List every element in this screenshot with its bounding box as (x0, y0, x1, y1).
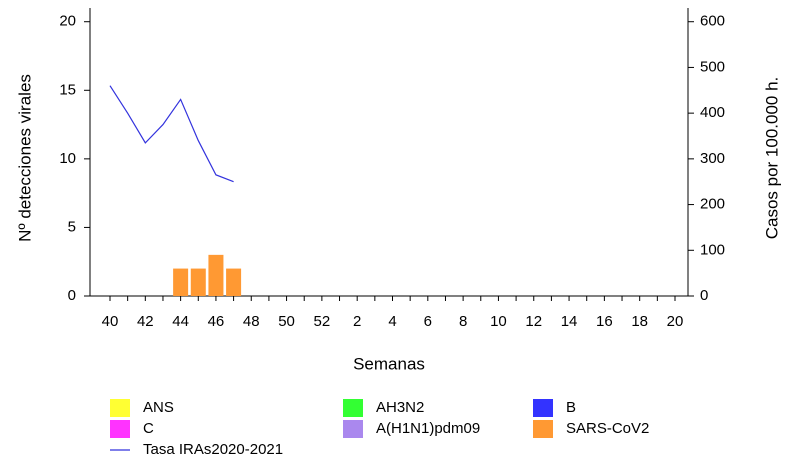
y-axis-title: Nº detecciones virales (15, 74, 34, 242)
legend-swatch (110, 399, 130, 417)
x-tick-label: 48 (243, 313, 260, 330)
y-tick-label: 0 (68, 287, 76, 304)
legend-label: B (566, 399, 576, 416)
legend-swatch (533, 420, 553, 438)
legend-label: C (143, 420, 154, 437)
legend-swatch (533, 399, 553, 417)
y-tick-label: 20 (59, 13, 76, 30)
x-tick-label: 46 (208, 313, 225, 330)
y2-tick-label: 300 (700, 150, 725, 167)
x-tick-label: 14 (561, 313, 578, 330)
x-tick-label: 16 (596, 313, 613, 330)
legend-label: Tasa IRAs2020-2021 (143, 441, 283, 458)
x-tick-label: 8 (459, 313, 467, 330)
x-tick-label: 50 (278, 313, 295, 330)
x-tick-label: 40 (102, 313, 119, 330)
x-tick-label: 52 (314, 313, 331, 330)
bar (190, 268, 206, 296)
y2-tick-label: 400 (700, 104, 725, 121)
legend-label: SARS-CoV2 (566, 420, 649, 437)
legend-swatch (343, 420, 363, 438)
y2-tick-label: 500 (700, 58, 725, 75)
x-tick-label: 2 (353, 313, 361, 330)
legend-label: A(H1N1)pdm09 (376, 420, 480, 437)
x-tick-label: 6 (424, 313, 432, 330)
legend-label: AH3N2 (376, 399, 424, 416)
x-tick-label: 44 (172, 313, 189, 330)
legend-label: ANS (143, 399, 174, 416)
bar (208, 254, 224, 296)
x-tick-label: 20 (667, 313, 684, 330)
x-tick-label: 12 (525, 313, 542, 330)
legend-swatch (343, 399, 363, 417)
x-tick-label: 4 (388, 313, 396, 330)
y2-tick-label: 600 (700, 13, 725, 30)
y-tick-label: 5 (68, 218, 76, 235)
y-tick-label: 15 (59, 81, 76, 98)
y2-tick-label: 100 (700, 241, 725, 258)
bar (173, 268, 189, 296)
y2-tick-label: 200 (700, 196, 725, 213)
x-tick-label: 42 (137, 313, 154, 330)
x-tick-label: 10 (490, 313, 507, 330)
bar (226, 268, 242, 296)
y2-tick-label: 0 (700, 287, 708, 304)
x-tick-label: 18 (631, 313, 648, 330)
x-axis-title: Semanas (353, 354, 425, 373)
y2-axis-title: Casos por 100.000 h. (762, 77, 781, 240)
y-tick-label: 10 (59, 150, 76, 167)
legend-swatch (110, 420, 130, 438)
line (109, 85, 234, 183)
